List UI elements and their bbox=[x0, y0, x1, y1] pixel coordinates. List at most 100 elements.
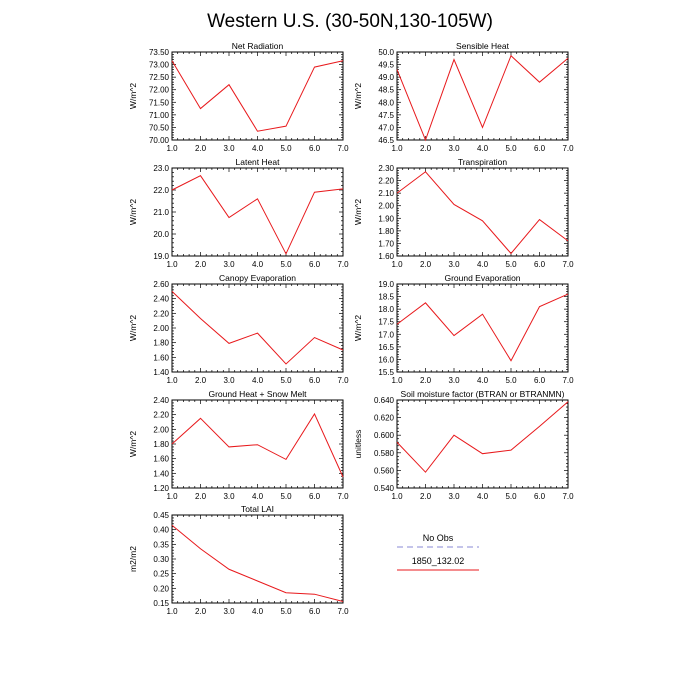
legend-label: 1850_132.02 bbox=[412, 556, 465, 566]
y-tick-label: 0.580 bbox=[374, 449, 395, 458]
x-tick-label: 7.0 bbox=[562, 260, 574, 269]
y-tick-label: 0.15 bbox=[153, 599, 169, 608]
y-tick-label: 71.50 bbox=[149, 98, 170, 107]
y-tick-label: 0.600 bbox=[374, 431, 395, 440]
x-tick-label: 4.0 bbox=[252, 144, 264, 153]
y-axis-label: W/m^2 bbox=[128, 315, 138, 341]
y-tick-label: 2.00 bbox=[153, 425, 169, 434]
y-tick-label: 73.50 bbox=[149, 48, 170, 57]
panel-title: Transpiration bbox=[458, 157, 508, 167]
x-tick-label: 5.0 bbox=[505, 260, 517, 269]
panel-transpiration: Transpiration 1.0 2.0 3.0 4.0 5.0 6.0 7.0 1.60 1.… bbox=[353, 157, 574, 269]
y-tick-label: 22.0 bbox=[153, 186, 169, 195]
y-tick-label: 73.00 bbox=[149, 61, 170, 70]
y-tick-label: 50.0 bbox=[378, 48, 394, 57]
panel-title: Ground Evaporation bbox=[444, 273, 520, 283]
panel-grid: Net Radiation 1.0 2.0 3.0 4.0 5.0 6.0 7.0 70.00 7… bbox=[128, 41, 574, 616]
y-tick-label: 2.40 bbox=[153, 396, 169, 405]
x-tick-label: 4.0 bbox=[477, 144, 489, 153]
y-tick-label: 1.40 bbox=[153, 469, 169, 478]
x-tick-label: 5.0 bbox=[280, 260, 292, 269]
y-tick-label: 1.90 bbox=[378, 214, 394, 223]
panel-frame bbox=[396, 283, 569, 373]
panel-title: Net Radiation bbox=[232, 41, 284, 51]
y-axis-label: W/m^2 bbox=[128, 83, 138, 109]
y-tick-label: 48.5 bbox=[378, 86, 394, 95]
y-axis-label: W/m^2 bbox=[128, 199, 138, 225]
x-tick-label: 7.0 bbox=[337, 607, 349, 616]
x-tick-label: 3.0 bbox=[223, 492, 235, 501]
panel-frame bbox=[396, 167, 569, 257]
panel-title: Total LAI bbox=[241, 504, 274, 514]
legend: No Obs 1850_132.02 bbox=[397, 533, 479, 571]
y-tick-label: 0.40 bbox=[153, 526, 169, 535]
x-tick-label: 1.0 bbox=[391, 144, 403, 153]
series-line bbox=[396, 171, 569, 255]
panel-frame bbox=[171, 399, 344, 489]
y-tick-label: 0.35 bbox=[153, 540, 169, 549]
y-tick-label: 2.60 bbox=[153, 280, 169, 289]
panel-frame bbox=[171, 51, 344, 141]
y-tick-label: 1.60 bbox=[378, 252, 394, 261]
y-tick-label: 20.0 bbox=[153, 230, 169, 239]
y-tick-label: 49.5 bbox=[378, 61, 394, 70]
y-tick-label: 18.0 bbox=[378, 305, 394, 314]
x-tick-label: 5.0 bbox=[280, 607, 292, 616]
y-tick-label: 16.0 bbox=[378, 355, 394, 364]
x-tick-label: 7.0 bbox=[562, 376, 574, 385]
x-tick-label: 7.0 bbox=[337, 144, 349, 153]
x-tick-label: 7.0 bbox=[562, 492, 574, 501]
y-tick-label: 23.0 bbox=[153, 164, 169, 173]
x-tick-label: 4.0 bbox=[477, 376, 489, 385]
x-tick-label: 1.0 bbox=[391, 376, 403, 385]
x-tick-label: 1.0 bbox=[166, 144, 178, 153]
x-tick-label: 5.0 bbox=[505, 144, 517, 153]
x-tick-label: 7.0 bbox=[562, 144, 574, 153]
panel-title: Latent Heat bbox=[236, 157, 281, 167]
y-tick-label: 70.50 bbox=[149, 123, 170, 132]
y-tick-label: 1.80 bbox=[378, 227, 394, 236]
x-tick-label: 1.0 bbox=[391, 260, 403, 269]
x-tick-label: 2.0 bbox=[420, 144, 432, 153]
y-tick-label: 2.10 bbox=[378, 189, 394, 198]
x-tick-label: 3.0 bbox=[448, 144, 460, 153]
x-tick-label: 4.0 bbox=[477, 260, 489, 269]
series-line bbox=[396, 54, 569, 142]
x-tick-label: 5.0 bbox=[280, 376, 292, 385]
x-tick-label: 5.0 bbox=[280, 492, 292, 501]
x-tick-label: 3.0 bbox=[223, 376, 235, 385]
y-tick-label: 0.20 bbox=[153, 584, 169, 593]
y-tick-label: 0.25 bbox=[153, 570, 169, 579]
y-tick-label: 17.5 bbox=[378, 318, 394, 327]
x-tick-label: 6.0 bbox=[309, 376, 321, 385]
y-tick-label: 15.5 bbox=[378, 368, 394, 377]
y-tick-label: 18.5 bbox=[378, 293, 394, 302]
y-tick-label: 19.0 bbox=[378, 280, 394, 289]
panel-frame bbox=[396, 399, 569, 489]
y-axis-label: W/m^2 bbox=[128, 431, 138, 457]
y-axis-label: unitless bbox=[353, 430, 363, 459]
y-tick-label: 0.540 bbox=[374, 484, 395, 493]
x-tick-label: 5.0 bbox=[280, 144, 292, 153]
y-tick-label: 19.0 bbox=[153, 252, 169, 261]
series-line bbox=[396, 401, 569, 473]
y-tick-label: 1.40 bbox=[153, 368, 169, 377]
y-axis-label: W/m^2 bbox=[353, 199, 363, 225]
figure-title: Western U.S. (30-50N,130-105W) bbox=[207, 11, 493, 32]
y-tick-label: 2.20 bbox=[378, 177, 394, 186]
x-tick-label: 5.0 bbox=[505, 492, 517, 501]
y-tick-label: 2.30 bbox=[378, 164, 394, 173]
y-tick-label: 0.640 bbox=[374, 396, 395, 405]
series-line bbox=[171, 60, 344, 132]
y-tick-label: 0.30 bbox=[153, 555, 169, 564]
y-tick-label: 16.5 bbox=[378, 343, 394, 352]
x-tick-label: 3.0 bbox=[448, 492, 460, 501]
x-tick-label: 6.0 bbox=[534, 492, 546, 501]
x-tick-label: 6.0 bbox=[534, 144, 546, 153]
y-tick-label: 2.00 bbox=[378, 202, 394, 211]
series-line bbox=[171, 175, 344, 255]
x-tick-label: 7.0 bbox=[337, 492, 349, 501]
y-tick-label: 46.5 bbox=[378, 136, 394, 145]
panel-frame bbox=[171, 283, 344, 373]
